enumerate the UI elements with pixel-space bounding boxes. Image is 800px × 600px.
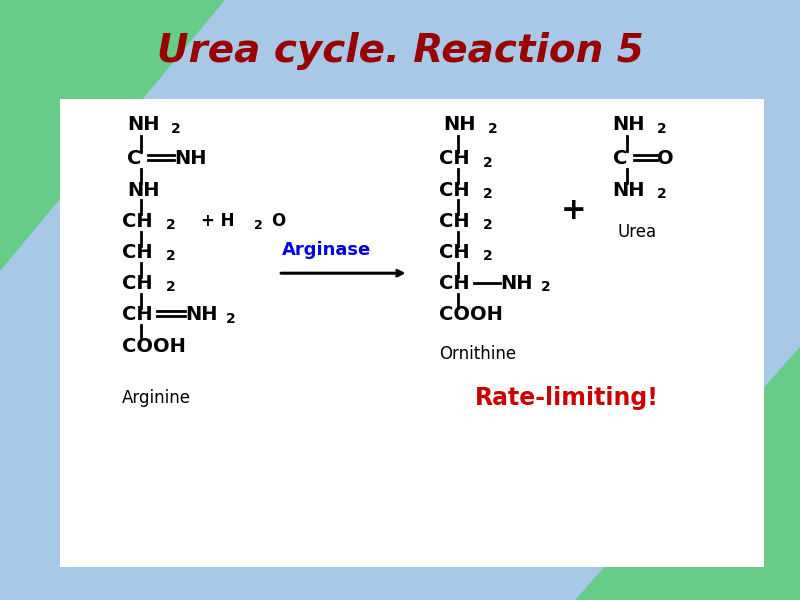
Text: Ornithine: Ornithine (438, 345, 516, 363)
Text: CH: CH (122, 212, 153, 230)
Text: O: O (657, 149, 674, 168)
Text: NH: NH (500, 274, 533, 293)
Text: CH: CH (438, 243, 470, 262)
Text: NH: NH (127, 181, 159, 199)
Text: NH: NH (613, 115, 645, 134)
Text: 2: 2 (166, 249, 175, 263)
Text: 2: 2 (166, 218, 175, 232)
Text: Rate-limiting!: Rate-limiting! (475, 386, 659, 410)
Text: CH: CH (438, 149, 470, 168)
Text: C: C (127, 149, 142, 168)
Text: 2: 2 (541, 280, 550, 295)
Text: C: C (613, 149, 627, 168)
Text: Urea cycle. Reaction 5: Urea cycle. Reaction 5 (157, 32, 643, 70)
Text: + H: + H (201, 212, 234, 230)
Text: NH: NH (613, 181, 645, 199)
Text: 2: 2 (482, 187, 492, 201)
Text: CH: CH (438, 181, 470, 199)
Text: 2: 2 (226, 311, 236, 326)
Text: NH: NH (127, 115, 159, 134)
Text: 2: 2 (657, 122, 666, 136)
Text: CH: CH (122, 243, 153, 262)
Text: NH: NH (444, 115, 476, 134)
Text: +: + (561, 196, 586, 225)
Text: 2: 2 (482, 218, 492, 232)
Text: COOH: COOH (438, 305, 502, 324)
Text: NH: NH (186, 305, 218, 324)
Text: NH: NH (174, 149, 206, 168)
Text: 2: 2 (482, 155, 492, 170)
Text: 2: 2 (482, 249, 492, 263)
Text: Urea: Urea (618, 223, 657, 241)
Text: 2: 2 (171, 122, 181, 136)
Text: COOH: COOH (122, 337, 186, 355)
Text: O: O (271, 212, 286, 230)
Text: CH: CH (438, 274, 470, 293)
Text: Arginine: Arginine (122, 389, 191, 407)
Text: CH: CH (122, 274, 153, 293)
Text: Arginase: Arginase (282, 241, 371, 259)
Text: CH: CH (438, 212, 470, 230)
Text: 2: 2 (657, 187, 666, 201)
Text: CH: CH (122, 305, 153, 324)
Text: 2: 2 (488, 122, 498, 136)
Text: 2: 2 (254, 219, 262, 232)
Text: 2: 2 (166, 280, 175, 295)
